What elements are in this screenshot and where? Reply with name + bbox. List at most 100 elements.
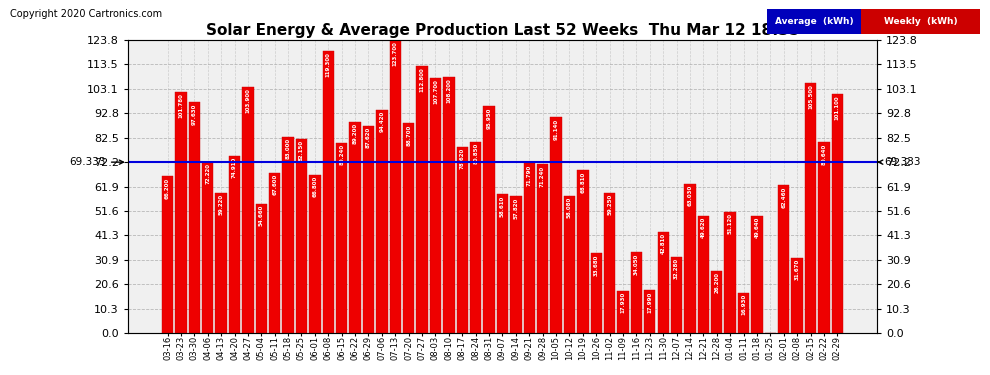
- Bar: [524, 163, 535, 333]
- Bar: [296, 139, 307, 333]
- Text: 123.700: 123.700: [393, 42, 398, 66]
- Bar: [725, 212, 736, 333]
- Text: 80.240: 80.240: [340, 144, 345, 165]
- Bar: [255, 204, 267, 333]
- Bar: [510, 196, 522, 333]
- Bar: [229, 156, 241, 333]
- Text: 103.900: 103.900: [246, 88, 250, 113]
- Bar: [657, 232, 669, 333]
- Bar: [202, 162, 214, 333]
- Text: 67.600: 67.600: [272, 174, 277, 195]
- Text: 108.200: 108.200: [446, 78, 451, 103]
- Bar: [336, 143, 347, 333]
- Bar: [805, 83, 816, 333]
- Bar: [791, 258, 803, 333]
- Title: Solar Energy & Average Production Last 52 Weeks  Thu Mar 12 18:35: Solar Energy & Average Production Last 5…: [206, 22, 799, 38]
- Bar: [175, 92, 187, 333]
- Text: 59.220: 59.220: [219, 194, 224, 215]
- Bar: [819, 142, 830, 333]
- Text: 54.660: 54.660: [258, 205, 263, 226]
- Bar: [832, 94, 843, 333]
- Bar: [618, 291, 629, 333]
- Text: 112.800: 112.800: [420, 67, 425, 92]
- Bar: [751, 216, 762, 333]
- Bar: [767, 9, 861, 34]
- Text: 80.640: 80.640: [822, 143, 827, 165]
- Bar: [161, 176, 173, 333]
- Text: 101.100: 101.100: [835, 95, 840, 120]
- Text: 51.120: 51.120: [728, 213, 733, 234]
- Text: 62.460: 62.460: [781, 186, 786, 208]
- Text: 26.200: 26.200: [715, 272, 720, 293]
- Text: 94.420: 94.420: [379, 111, 384, 132]
- Text: 69.333: 69.333: [69, 157, 124, 167]
- Bar: [483, 106, 495, 333]
- Text: 88.700: 88.700: [406, 124, 411, 146]
- Bar: [269, 173, 280, 333]
- Bar: [243, 87, 253, 333]
- Text: 83.000: 83.000: [285, 138, 291, 159]
- Bar: [309, 175, 321, 333]
- Bar: [684, 184, 696, 333]
- Text: 71.240: 71.240: [541, 166, 545, 187]
- Text: 82.150: 82.150: [299, 140, 304, 161]
- Bar: [216, 193, 227, 333]
- Bar: [376, 110, 387, 333]
- Text: 58.080: 58.080: [567, 197, 572, 218]
- Bar: [444, 77, 454, 333]
- Bar: [861, 9, 980, 34]
- Text: 68.810: 68.810: [580, 171, 585, 193]
- Bar: [698, 216, 709, 333]
- Text: 107.700: 107.700: [433, 80, 438, 104]
- Bar: [456, 147, 468, 333]
- Text: 119.300: 119.300: [326, 52, 331, 77]
- Bar: [390, 40, 401, 333]
- Bar: [738, 293, 749, 333]
- Bar: [778, 185, 789, 333]
- Bar: [604, 193, 616, 333]
- Text: 91.140: 91.140: [553, 118, 558, 140]
- Text: 72.220: 72.220: [205, 163, 210, 184]
- Text: 16.930: 16.930: [742, 294, 746, 315]
- Text: 105.500: 105.500: [808, 84, 813, 109]
- Text: 95.950: 95.950: [486, 107, 492, 129]
- Text: Copyright 2020 Cartronics.com: Copyright 2020 Cartronics.com: [10, 9, 162, 19]
- Text: 31.670: 31.670: [795, 259, 800, 280]
- Text: 33.680: 33.680: [594, 255, 599, 276]
- Text: 89.200: 89.200: [352, 123, 357, 144]
- Text: Weekly  (kWh): Weekly (kWh): [884, 17, 957, 26]
- Bar: [189, 102, 200, 333]
- Bar: [349, 122, 360, 333]
- Bar: [711, 271, 723, 333]
- Bar: [550, 117, 561, 333]
- Bar: [497, 194, 508, 333]
- Text: 17.930: 17.930: [621, 292, 626, 313]
- Bar: [590, 253, 602, 333]
- Bar: [631, 252, 643, 333]
- Text: 80.850: 80.850: [473, 143, 478, 164]
- Text: 74.910: 74.910: [232, 157, 237, 178]
- Text: 57.820: 57.820: [514, 197, 519, 219]
- Bar: [362, 126, 374, 333]
- Bar: [403, 123, 415, 333]
- Bar: [417, 66, 428, 333]
- Text: 66.800: 66.800: [313, 176, 318, 197]
- Bar: [282, 136, 294, 333]
- Text: 69.333: 69.333: [878, 157, 921, 167]
- Text: 59.250: 59.250: [607, 194, 612, 215]
- Text: 49.620: 49.620: [701, 217, 706, 238]
- Bar: [537, 164, 548, 333]
- Text: 32.280: 32.280: [674, 258, 679, 279]
- Bar: [563, 195, 575, 333]
- Text: 34.050: 34.050: [634, 254, 639, 275]
- Bar: [671, 256, 682, 333]
- Text: 42.810: 42.810: [660, 233, 665, 254]
- Text: 58.610: 58.610: [500, 195, 505, 217]
- Text: 97.630: 97.630: [192, 103, 197, 125]
- Text: 17.990: 17.990: [647, 292, 652, 313]
- Text: 101.780: 101.780: [178, 93, 183, 118]
- Text: 63.030: 63.030: [687, 185, 692, 206]
- Text: Average  (kWh): Average (kWh): [775, 17, 853, 26]
- Bar: [577, 170, 588, 333]
- Text: 66.200: 66.200: [165, 177, 170, 199]
